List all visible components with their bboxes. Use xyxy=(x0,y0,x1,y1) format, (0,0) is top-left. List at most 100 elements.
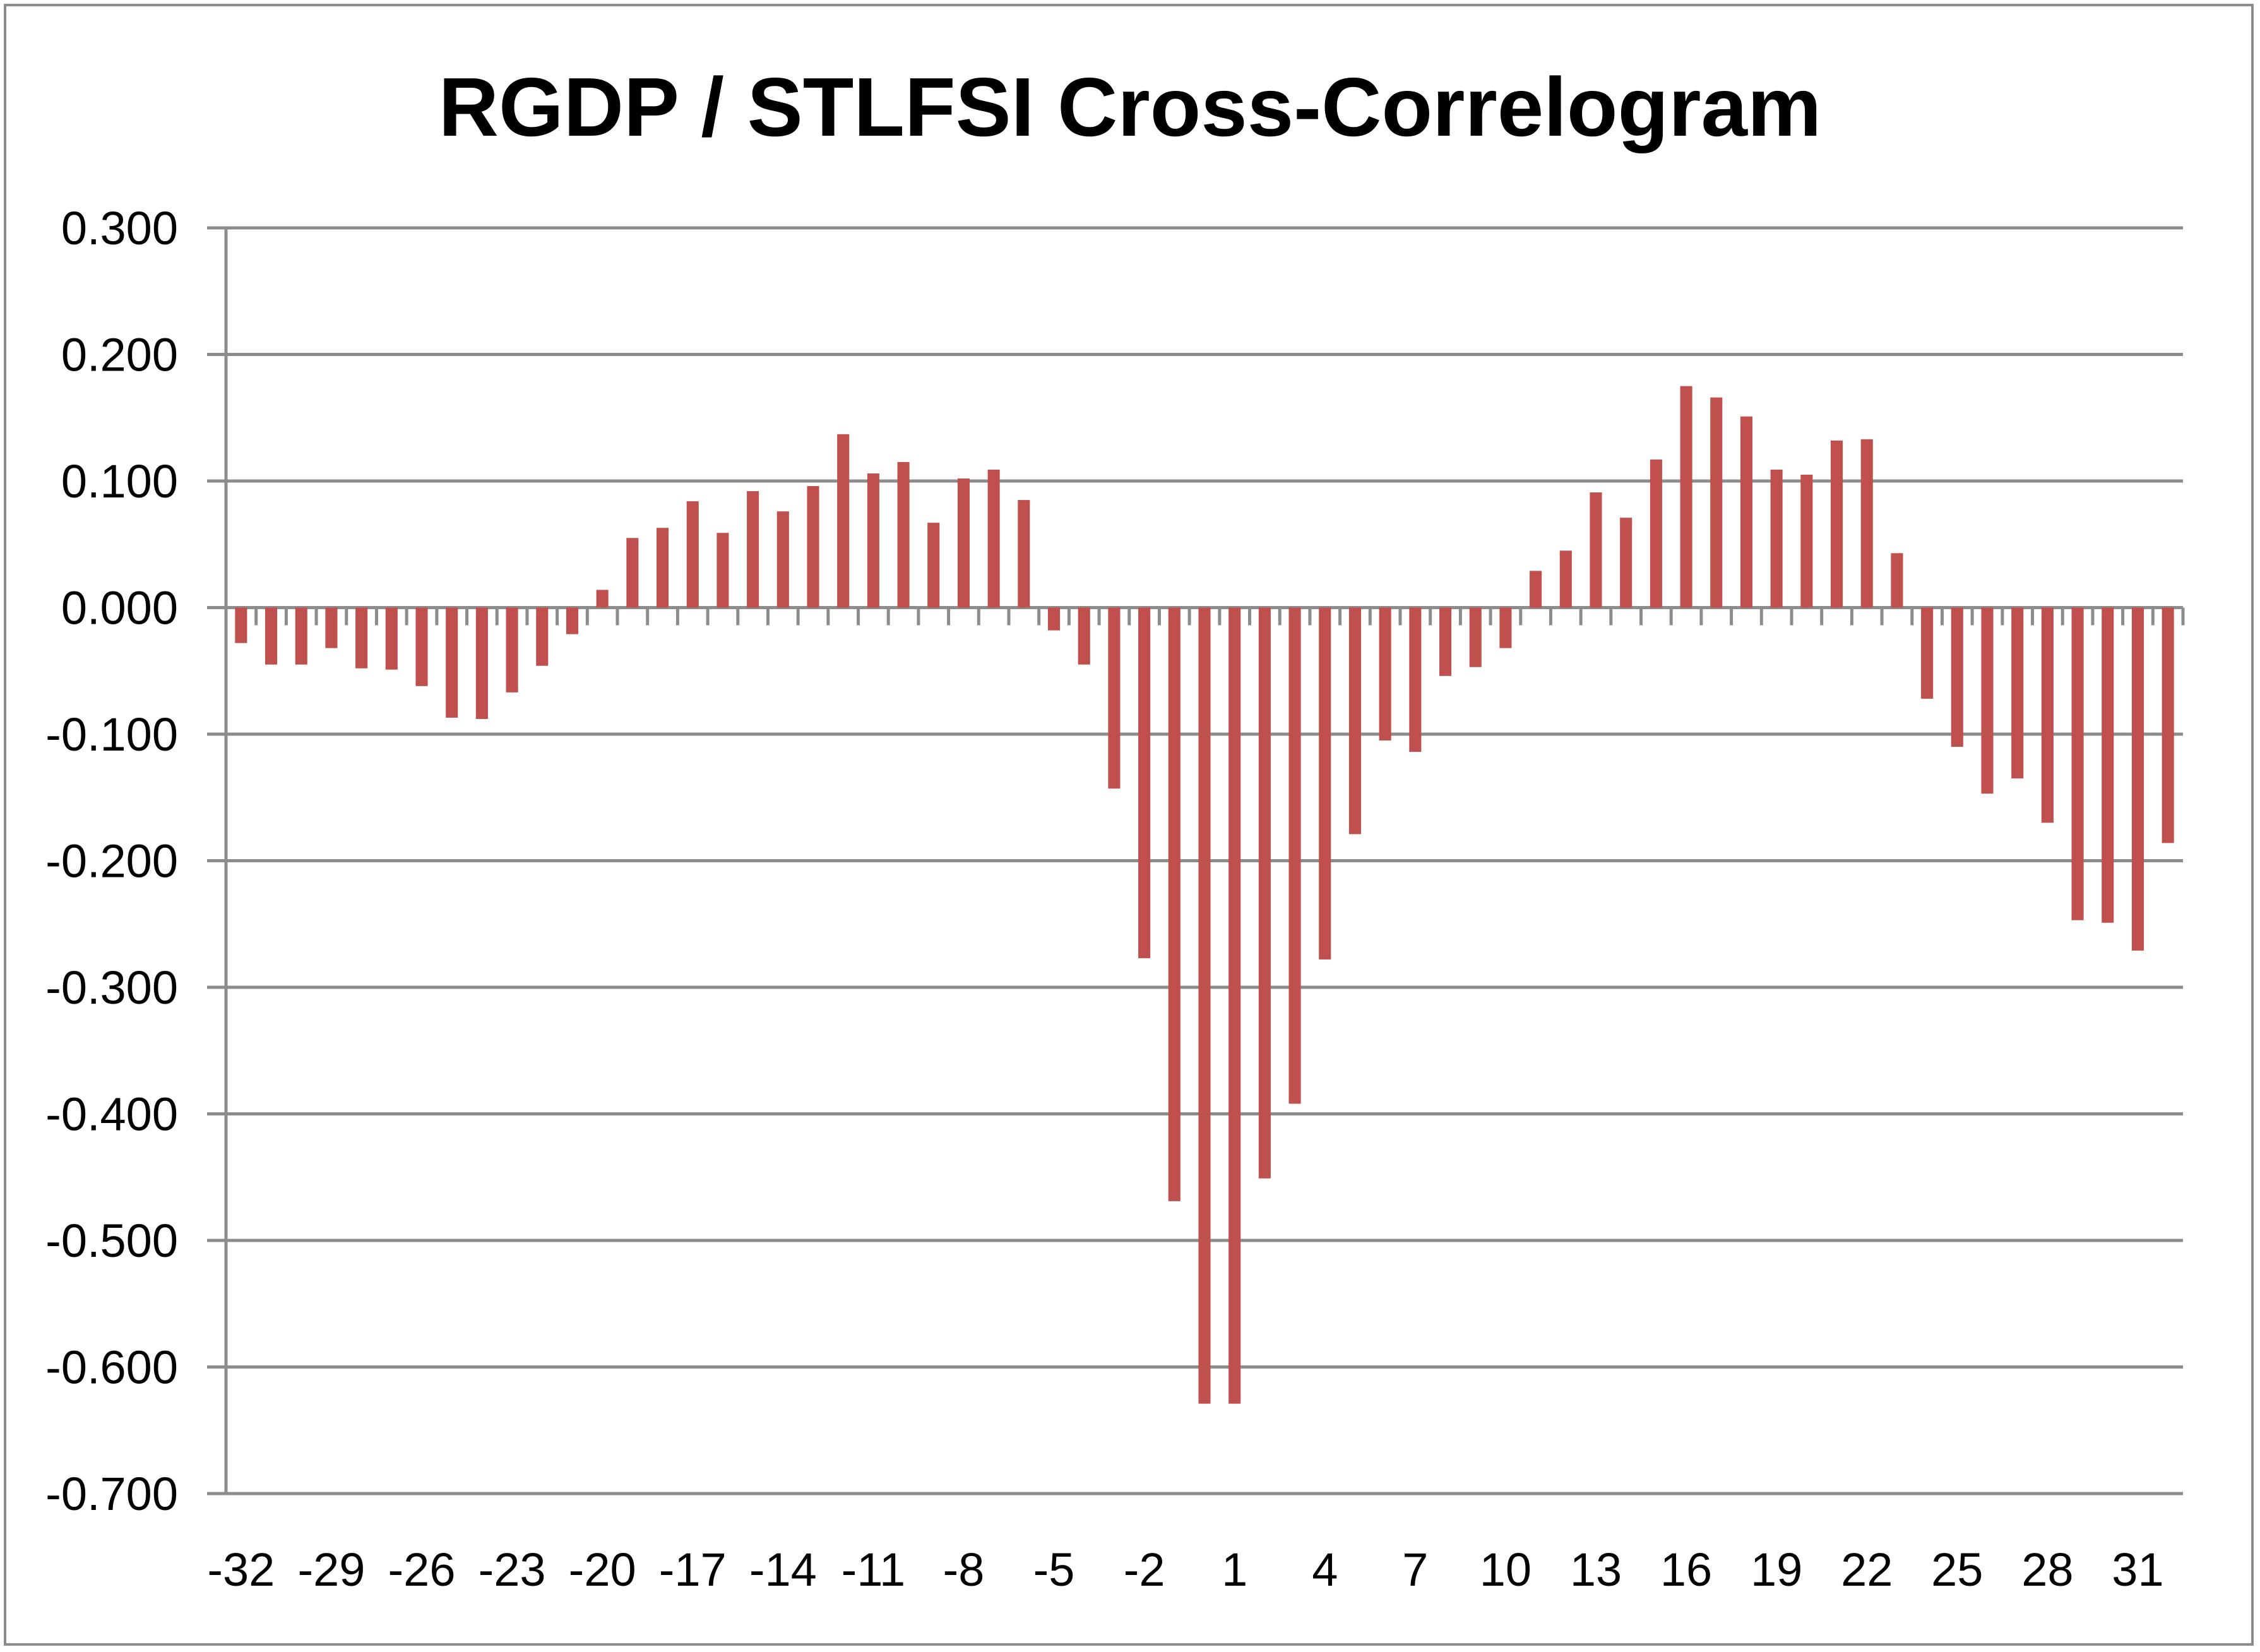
x-tick-label: 16 xyxy=(1660,1543,1712,1596)
bar xyxy=(2011,607,2024,779)
bar xyxy=(1710,397,1723,608)
bar xyxy=(1951,607,1963,747)
x-tick-label: 31 xyxy=(2112,1543,2163,1596)
x-tick-label: 4 xyxy=(1312,1543,1338,1596)
x-tick-label: -29 xyxy=(297,1543,365,1596)
bar xyxy=(1680,386,1692,608)
bar xyxy=(1439,607,1452,676)
bar xyxy=(1198,607,1211,1404)
y-tick-label: -0.600 xyxy=(45,1341,178,1394)
bar xyxy=(1559,550,1572,608)
bar xyxy=(325,607,338,648)
x-tick-label: 1 xyxy=(1222,1543,1247,1596)
bar xyxy=(626,538,639,608)
y-tick-label: -0.300 xyxy=(45,961,178,1014)
bar xyxy=(536,607,549,666)
y-tick-label: 0.000 xyxy=(61,582,178,634)
x-tick-label: 25 xyxy=(1931,1543,1983,1596)
bar xyxy=(385,607,398,670)
bar xyxy=(1891,553,1903,608)
bar xyxy=(1409,607,1422,752)
bar xyxy=(1108,607,1121,789)
bar xyxy=(1921,607,1934,699)
bar xyxy=(1831,440,1843,608)
bar xyxy=(1228,607,1241,1404)
x-tick-label: -17 xyxy=(659,1543,727,1596)
bar xyxy=(2102,607,2114,923)
bar xyxy=(506,607,518,692)
x-tick-label: 13 xyxy=(1570,1543,1622,1596)
x-tick-label: -23 xyxy=(479,1543,546,1596)
chart-title: RGDP / STLFSI Cross-Correlogram xyxy=(439,61,1822,153)
bar xyxy=(776,511,789,608)
bar xyxy=(2131,607,2144,951)
bar xyxy=(1319,607,1331,960)
bar xyxy=(657,528,669,608)
y-tick-label: 0.200 xyxy=(61,329,178,381)
bar xyxy=(295,607,307,665)
bar xyxy=(475,607,488,719)
bar xyxy=(1981,607,1994,794)
x-tick-label: 28 xyxy=(2021,1543,2073,1596)
y-tick-label: -0.500 xyxy=(45,1215,178,1267)
bar xyxy=(596,590,609,608)
bar xyxy=(1590,492,1602,608)
x-tick-label: -26 xyxy=(388,1543,456,1596)
bar xyxy=(1650,459,1662,608)
y-tick-label: 0.100 xyxy=(61,455,178,508)
y-tick-label: -0.400 xyxy=(45,1088,178,1141)
x-tick-label: -14 xyxy=(749,1543,817,1596)
bar xyxy=(1138,607,1151,958)
bar xyxy=(235,607,247,643)
bar xyxy=(2041,607,2054,823)
x-tick-label: 19 xyxy=(1751,1543,1802,1596)
x-tick-label: -2 xyxy=(1124,1543,1165,1596)
bar xyxy=(1168,607,1181,1201)
bar xyxy=(566,607,578,634)
bar xyxy=(1770,469,1783,608)
bar xyxy=(1288,607,1301,1104)
x-tick-label: -20 xyxy=(569,1543,636,1596)
y-tick-label: -0.700 xyxy=(45,1468,178,1520)
bar xyxy=(415,607,428,686)
chart-frame xyxy=(4,4,2254,1646)
x-tick-labels: -32 -29 -26 -23 -20 -17 -14 -11 -8 -5 -2 1 4 7 10 13 16 1… xyxy=(207,1543,2163,1596)
x-tick-label: 7 xyxy=(1402,1543,1428,1596)
x-tick-label: -11 xyxy=(842,1543,905,1596)
bar xyxy=(1348,607,1361,835)
y-tick-labels: 0.300 0.200 0.100 0.000 -0.100 -0.200 -0.300 -0… xyxy=(45,202,178,1520)
bar xyxy=(897,461,910,608)
bar xyxy=(747,491,759,608)
x-tick-label: 10 xyxy=(1480,1543,1531,1596)
bar xyxy=(957,478,970,608)
bar xyxy=(1860,439,1873,608)
y-tick-label: -0.200 xyxy=(45,835,178,888)
bar xyxy=(1740,416,1752,608)
bar xyxy=(686,501,699,608)
y-tick-label: 0.300 xyxy=(61,202,178,254)
bar xyxy=(1048,607,1061,631)
x-tick-label: 22 xyxy=(1841,1543,1893,1596)
bar xyxy=(1620,518,1633,608)
bar xyxy=(807,486,819,608)
bar xyxy=(355,607,368,669)
bar xyxy=(987,469,1000,608)
bar xyxy=(446,607,458,718)
x-tick-label: -8 xyxy=(943,1543,985,1596)
bar xyxy=(1078,607,1090,665)
bar xyxy=(1379,607,1391,741)
bar xyxy=(2162,607,2174,843)
bar xyxy=(1469,607,1482,667)
bar xyxy=(867,473,879,608)
bar xyxy=(1258,607,1271,1179)
x-tick-label: -32 xyxy=(207,1543,275,1596)
bars xyxy=(235,386,2174,1404)
bar xyxy=(1800,474,1813,608)
bar xyxy=(927,523,940,608)
bar xyxy=(1530,571,1542,608)
y-tick-label: -0.100 xyxy=(45,708,178,761)
bar xyxy=(1499,607,1512,648)
x-tick-label: -5 xyxy=(1033,1543,1075,1596)
bar xyxy=(2071,607,2084,920)
